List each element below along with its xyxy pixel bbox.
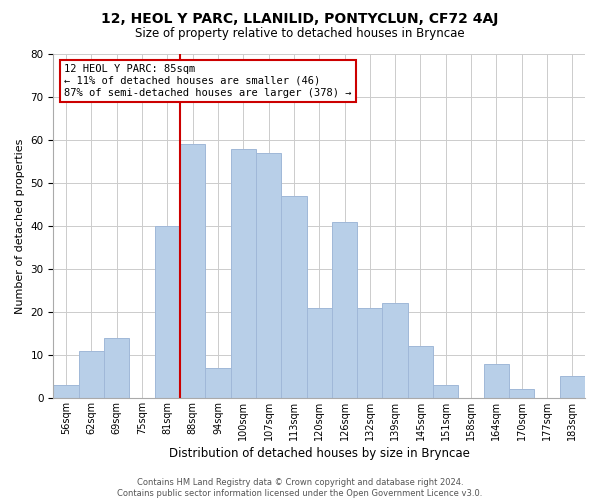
Bar xyxy=(433,385,458,398)
Bar xyxy=(281,196,307,398)
Text: 12, HEOL Y PARC, LLANILID, PONTYCLUN, CF72 4AJ: 12, HEOL Y PARC, LLANILID, PONTYCLUN, CF… xyxy=(101,12,499,26)
Bar xyxy=(230,148,256,398)
Bar xyxy=(53,385,79,398)
Bar xyxy=(205,368,230,398)
Bar xyxy=(104,338,130,398)
Text: Contains HM Land Registry data © Crown copyright and database right 2024.
Contai: Contains HM Land Registry data © Crown c… xyxy=(118,478,482,498)
Bar xyxy=(382,304,408,398)
Bar xyxy=(256,153,281,398)
Text: Size of property relative to detached houses in Bryncae: Size of property relative to detached ho… xyxy=(135,28,465,40)
Bar xyxy=(155,226,180,398)
Text: 12 HEOL Y PARC: 85sqm
← 11% of detached houses are smaller (46)
87% of semi-deta: 12 HEOL Y PARC: 85sqm ← 11% of detached … xyxy=(64,64,352,98)
Bar xyxy=(180,144,205,398)
Bar xyxy=(332,222,357,398)
Bar xyxy=(509,390,535,398)
X-axis label: Distribution of detached houses by size in Bryncae: Distribution of detached houses by size … xyxy=(169,447,470,460)
Bar xyxy=(408,346,433,398)
Bar xyxy=(484,364,509,398)
Bar xyxy=(357,308,382,398)
Bar xyxy=(560,376,585,398)
Y-axis label: Number of detached properties: Number of detached properties xyxy=(15,138,25,314)
Bar xyxy=(79,350,104,398)
Bar xyxy=(307,308,332,398)
